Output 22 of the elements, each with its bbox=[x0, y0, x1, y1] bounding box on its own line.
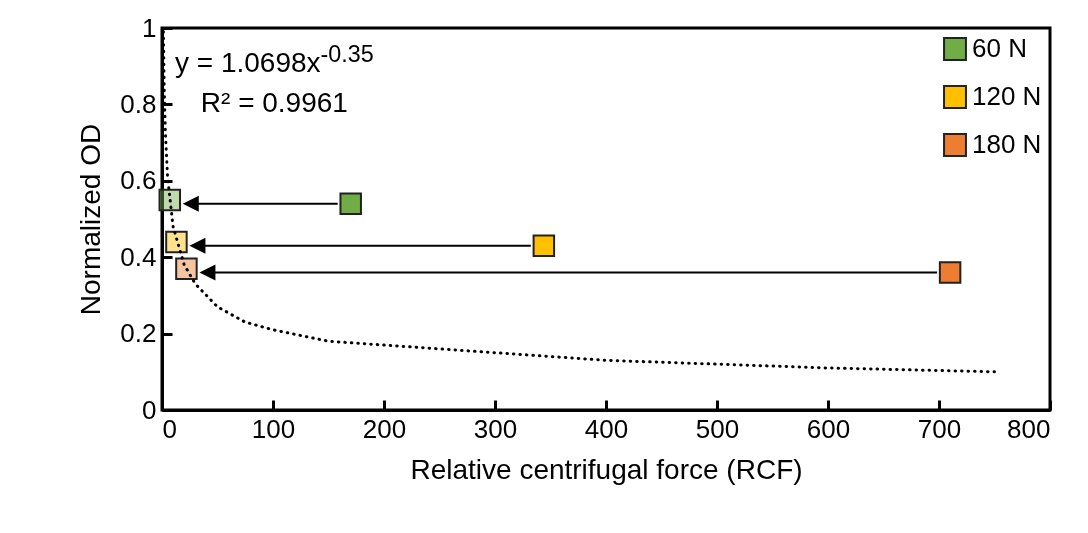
y-axis-title: Normalized OD bbox=[75, 123, 107, 316]
legend-label: 60 N bbox=[972, 33, 1027, 63]
y-tick-label: 0 bbox=[142, 394, 157, 425]
y-tick-label: 1 bbox=[142, 12, 157, 43]
x-tick-label: 600 bbox=[806, 413, 851, 444]
y-tick-label: 0.8 bbox=[120, 88, 157, 119]
annotation: y = 1.0698x$^{-0.35}$ bbox=[175, 40, 374, 81]
x-tick-label: 800 bbox=[1007, 413, 1051, 444]
legend-label: 120 N bbox=[972, 81, 1042, 111]
x-tick-label: 500 bbox=[695, 413, 740, 444]
legend-label: 180 N bbox=[972, 129, 1042, 159]
x-tick-label: 200 bbox=[362, 413, 407, 444]
x-tick-label: 700 bbox=[917, 413, 962, 444]
y-tick-label: 0.6 bbox=[120, 165, 157, 196]
x-axis-title: Relative centrifugal force (RCF) bbox=[410, 453, 803, 485]
x-tick-label: 0 bbox=[162, 413, 177, 444]
x-tick-label: 300 bbox=[473, 413, 518, 444]
y-tick-label: 0.4 bbox=[120, 241, 157, 272]
y-tick-label: 0.2 bbox=[120, 318, 157, 349]
annotation: R² = 0.9961 bbox=[199, 86, 349, 121]
x-tick-label: 400 bbox=[584, 413, 629, 444]
x-tick-label: 100 bbox=[251, 413, 296, 444]
